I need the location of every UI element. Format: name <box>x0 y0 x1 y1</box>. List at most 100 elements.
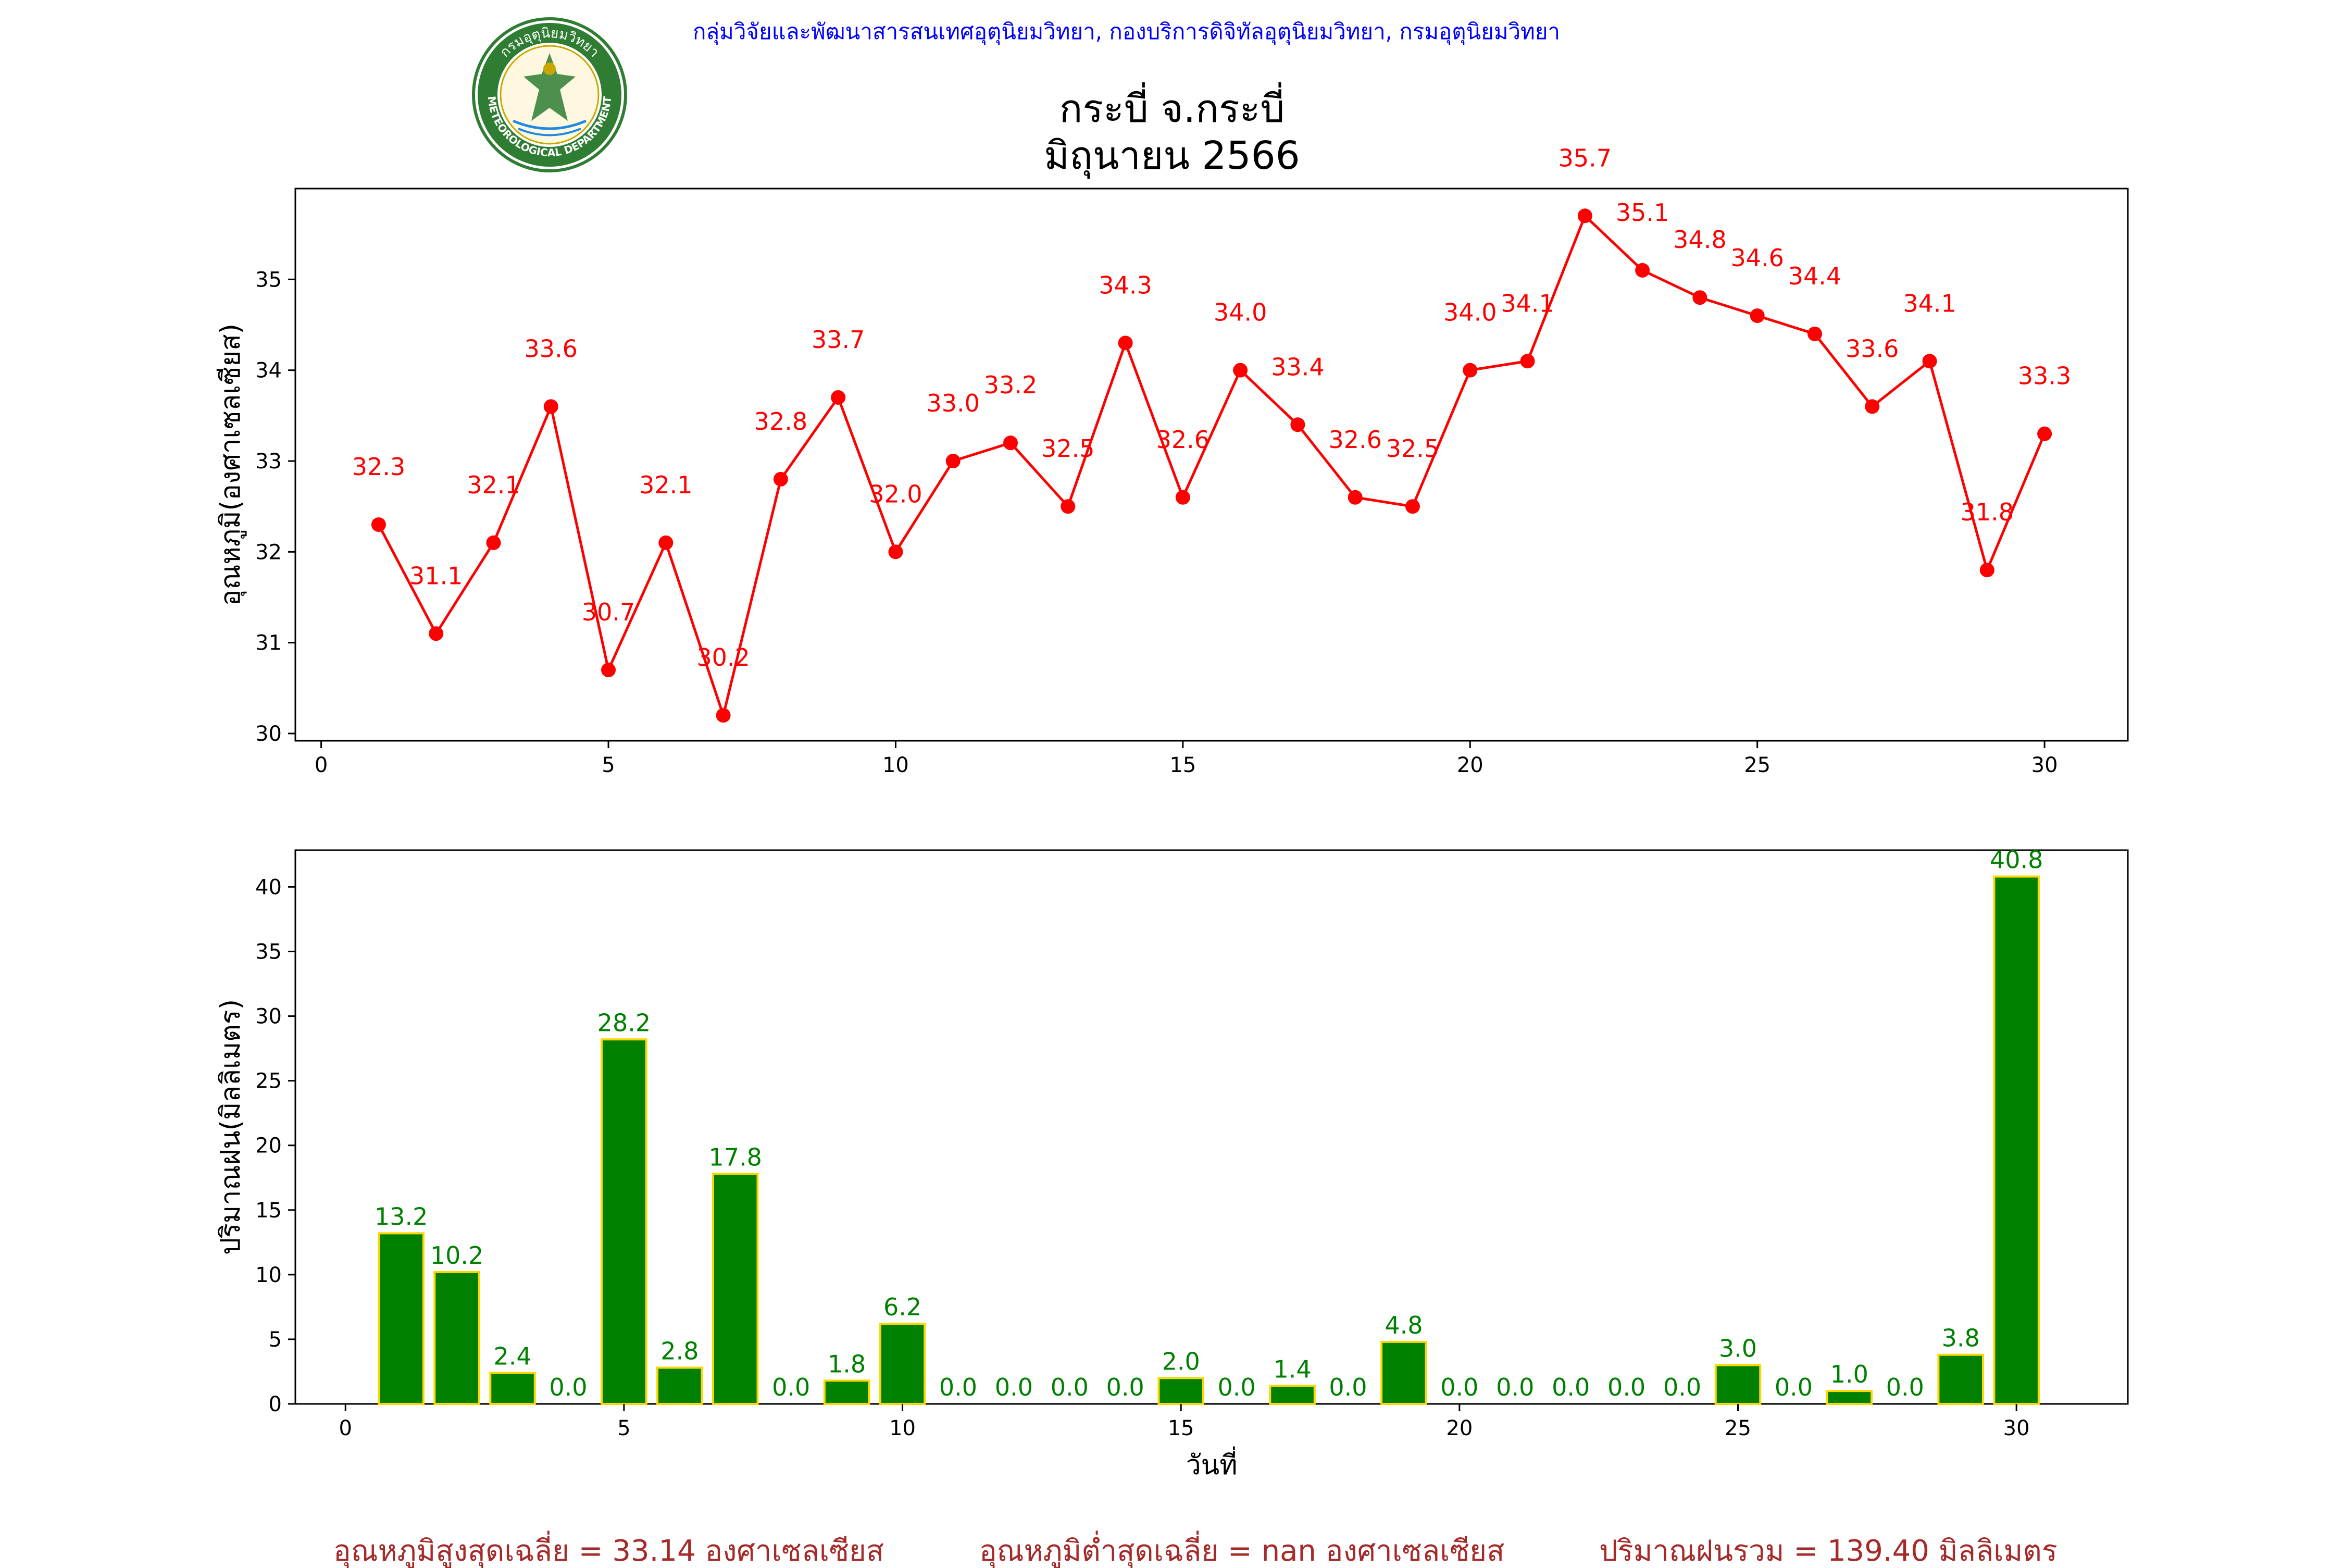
temperature-point <box>1003 435 1018 451</box>
temp-y-tick-label: 35 <box>255 268 282 292</box>
rainfall-data-label: 2.8 <box>660 1337 699 1365</box>
rainfall-data-label: 0.0 <box>1552 1373 1590 1401</box>
rainfall-data-label: 0.0 <box>1775 1373 1813 1401</box>
temperature-point <box>1979 563 1994 578</box>
rainfall-data-label: 0.0 <box>939 1373 977 1401</box>
temperature-data-label: 32.3 <box>352 453 405 481</box>
temperature-data-label: 32.1 <box>639 471 692 499</box>
rainfall-bar <box>1380 1340 1427 1405</box>
temperature-point <box>1061 499 1076 514</box>
rainfall-data-label: 0.0 <box>1440 1373 1478 1401</box>
temperature-data-label: 34.8 <box>1673 226 1726 254</box>
rain-y-tick-label: 40 <box>255 875 282 899</box>
rainfall-bar <box>1937 1353 1984 1405</box>
rain-x-tick-label: 10 <box>889 1416 916 1440</box>
temperature-point <box>888 544 903 559</box>
temperature-point <box>1692 290 1707 305</box>
rainfall-bar <box>1157 1377 1204 1405</box>
temperature-data-label: 34.6 <box>1730 244 1784 272</box>
temp-y-tick-label: 33 <box>255 450 282 474</box>
temperature-point <box>1233 363 1248 378</box>
rainfall-data-label: 17.8 <box>709 1143 762 1171</box>
rain-x-tick-label: 25 <box>1725 1416 1751 1440</box>
temperature-data-label: 31.8 <box>1961 498 2014 526</box>
meteorological-department-seal-icon: กรมอุตุนิยมวิทยา METEOROLOGICAL DEPARTME… <box>472 17 627 172</box>
temp-x-tick-label: 25 <box>1744 753 1771 777</box>
rainfall-data-label: 0.0 <box>1886 1373 1924 1401</box>
rainfall-data-label: 0.0 <box>995 1373 1033 1401</box>
rainfall-data-label: 1.0 <box>1830 1360 1868 1388</box>
rain-x-tick-label: 15 <box>1168 1416 1194 1440</box>
temperature-data-label: 30.2 <box>696 643 750 671</box>
temperature-data-label: 34.1 <box>1501 289 1554 317</box>
temperature-point <box>773 471 788 487</box>
rainfall-data-label: 0.0 <box>1663 1373 1701 1401</box>
temperature-point <box>945 454 961 469</box>
rain-y-tick-label: 35 <box>255 940 282 964</box>
rain-y-tick-label: 20 <box>255 1134 282 1158</box>
temperature-point <box>1635 263 1650 278</box>
rainfall-data-label: 0.0 <box>549 1373 587 1401</box>
temperature-data-label: 34.1 <box>1903 289 1956 317</box>
chart-title-month: มิถุนายน 2566 <box>1044 133 1300 178</box>
rainfall-plot-frame <box>294 849 2129 1405</box>
temp-x-tick-label: 15 <box>1169 753 1196 777</box>
temperature-point <box>1175 490 1190 505</box>
rainfall-bar <box>1826 1390 1873 1405</box>
temperature-data-label: 34.4 <box>1788 262 1841 290</box>
footer-total-rain: ปริมาณฝนรวม = 139.40 มิลลิเมตร <box>1599 1534 2058 1568</box>
rain-y-axis-label: ปริมาณฝน(มิลลิเมตร) <box>215 999 246 1255</box>
temperature-data-label: 33.6 <box>1846 334 1899 363</box>
temperature-data-label: 32.6 <box>1156 426 1210 454</box>
temperature-data-label: 33.0 <box>927 389 980 417</box>
rain-x-tick-label: 30 <box>2003 1416 2030 1440</box>
temperature-data-label: 35.7 <box>1558 144 1612 172</box>
rainfall-data-label: 3.8 <box>1942 1324 1980 1352</box>
temperature-point <box>1290 417 1305 432</box>
temperature-point <box>1807 326 1822 341</box>
temperature-data-label: 33.4 <box>1271 353 1324 381</box>
temperature-point <box>1348 490 1363 505</box>
temp-y-tick-label: 32 <box>255 540 282 564</box>
temp-x-tick-label: 20 <box>1457 753 1483 777</box>
rain-y-tick-label: 30 <box>255 1005 282 1029</box>
temp-y-tick-label: 31 <box>255 631 282 655</box>
temp-x-tick-label: 30 <box>2031 753 2058 777</box>
rainfall-bar <box>378 1232 425 1405</box>
rainfall-data-label: 10.2 <box>430 1241 483 1270</box>
temperature-point <box>716 708 731 723</box>
temperature-data-label: 30.7 <box>582 598 635 626</box>
rainfall-data-label: 28.2 <box>597 1009 651 1037</box>
temperature-data-label: 31.1 <box>409 562 463 590</box>
rainfall-data-label: 0.0 <box>772 1373 810 1401</box>
temperature-series-line <box>377 213 2046 720</box>
rainfall-data-label: 3.0 <box>1719 1335 1757 1363</box>
temperature-data-label: 33.2 <box>984 371 1037 399</box>
rainfall-bar <box>489 1372 536 1405</box>
agency-header: กลุ่มวิจัยและพัฒนาสารสนเทศอุตุนิยมวิทยา,… <box>693 19 1561 44</box>
rainfall-data-label: 2.0 <box>1162 1347 1200 1375</box>
temperature-point <box>1520 354 1535 369</box>
rainfall-data-label: 40.8 <box>1990 846 2043 874</box>
temperature-data-label: 32.6 <box>1328 426 1381 454</box>
temperature-data-label: 33.6 <box>525 334 578 363</box>
temperature-point <box>601 663 616 678</box>
rainfall-bar <box>823 1379 870 1405</box>
rainfall-data-label: 0.0 <box>1607 1373 1645 1401</box>
temperature-point <box>2037 426 2052 441</box>
rain-x-tick-label: 20 <box>1446 1416 1473 1440</box>
temperature-point <box>1118 335 1133 351</box>
rainfall-data-label: 13.2 <box>375 1202 428 1230</box>
temperature-point <box>1922 354 1937 369</box>
temperature-point <box>1463 363 1478 378</box>
temp-x-tick-label: 5 <box>602 753 615 777</box>
temperature-point <box>486 535 501 550</box>
rainfall-bar <box>601 1038 647 1405</box>
footer-avg-min-temp: อุณหภูมิต่ำสุดเฉลี่ย = nan องศาเซลเซียส <box>979 1534 1505 1568</box>
rainfall-bar <box>656 1366 703 1405</box>
chart-title-station: กระบี่ จ.กระบี่ <box>1059 86 1285 131</box>
temperature-data-label: 35.1 <box>1616 198 1669 227</box>
temp-y-axis-label: อุณหภูมิ(องศาเซลเซียส) <box>215 323 247 606</box>
